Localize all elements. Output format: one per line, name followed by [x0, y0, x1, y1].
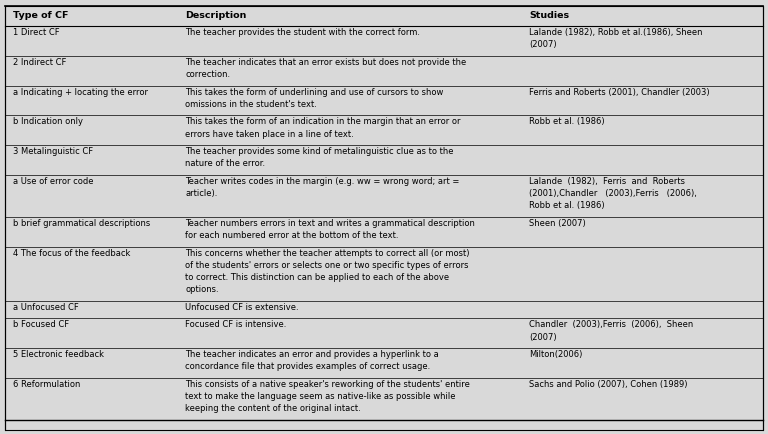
Text: (2007): (2007) [529, 40, 557, 49]
Text: b brief grammatical descriptions: b brief grammatical descriptions [13, 219, 150, 228]
Text: The teacher provides some kind of metalinguistic clue as to the: The teacher provides some kind of metali… [185, 147, 454, 156]
Text: of the students' errors or selects one or two specific types of errors: of the students' errors or selects one o… [185, 261, 468, 270]
Text: to correct. This distinction can be applied to each of the above: to correct. This distinction can be appl… [185, 273, 449, 282]
Text: This concerns whether the teacher attempts to correct all (or most): This concerns whether the teacher attemp… [185, 249, 469, 258]
Text: Studies: Studies [529, 11, 570, 20]
Text: Lalande (1982), Robb et al.(1986), Sheen: Lalande (1982), Robb et al.(1986), Sheen [529, 28, 703, 37]
Text: 6 Reformulation: 6 Reformulation [13, 380, 80, 389]
Text: The teacher provides the student with the correct form.: The teacher provides the student with th… [185, 28, 420, 37]
Text: 4 The focus of the feedback: 4 The focus of the feedback [13, 249, 131, 258]
Text: Sheen (2007): Sheen (2007) [529, 219, 586, 228]
Text: 1 Direct CF: 1 Direct CF [13, 28, 59, 37]
Text: errors have taken place in a line of text.: errors have taken place in a line of tex… [185, 130, 354, 138]
Text: nature of the error.: nature of the error. [185, 159, 265, 168]
Text: b Focused CF: b Focused CF [13, 320, 69, 329]
Text: Teacher writes codes in the margin (e.g. ww = wrong word; art =: Teacher writes codes in the margin (e.g.… [185, 177, 459, 186]
Text: text to make the language seem as native-like as possible while: text to make the language seem as native… [185, 392, 455, 401]
Text: omissions in the student's text.: omissions in the student's text. [185, 100, 317, 109]
Text: a Use of error code: a Use of error code [13, 177, 94, 186]
Text: Ferris and Roberts (2001), Chandler (2003): Ferris and Roberts (2001), Chandler (200… [529, 88, 710, 97]
Text: This takes the form of an indication in the margin that an error or: This takes the form of an indication in … [185, 118, 461, 126]
Text: Robb et al. (1986): Robb et al. (1986) [529, 201, 605, 210]
Text: a Indicating + locating the error: a Indicating + locating the error [13, 88, 148, 97]
Text: Milton(2006): Milton(2006) [529, 350, 583, 359]
Text: correction.: correction. [185, 70, 230, 79]
Text: Robb et al. (1986): Robb et al. (1986) [529, 118, 605, 126]
Text: keeping the content of the original intact.: keeping the content of the original inta… [185, 404, 361, 413]
Text: Teacher numbers errors in text and writes a grammatical description: Teacher numbers errors in text and write… [185, 219, 475, 228]
Text: Focused CF is intensive.: Focused CF is intensive. [185, 320, 286, 329]
Text: Description: Description [185, 11, 247, 20]
Text: Sachs and Polio (2007), Cohen (1989): Sachs and Polio (2007), Cohen (1989) [529, 380, 688, 389]
Text: options.: options. [185, 285, 219, 294]
Text: This consists of a native speaker's reworking of the students' entire: This consists of a native speaker's rewo… [185, 380, 470, 389]
Text: a Unfocused CF: a Unfocused CF [13, 303, 78, 312]
Text: concordance file that provides examples of correct usage.: concordance file that provides examples … [185, 362, 430, 372]
Text: This takes the form of underlining and use of cursors to show: This takes the form of underlining and u… [185, 88, 443, 97]
Text: (2007): (2007) [529, 332, 557, 342]
Text: (2001),Chandler   (2003),Ferris   (2006),: (2001),Chandler (2003),Ferris (2006), [529, 189, 697, 198]
Text: 2 Indirect CF: 2 Indirect CF [13, 58, 66, 67]
Text: 5 Electronic feedback: 5 Electronic feedback [13, 350, 104, 359]
Text: b Indication only: b Indication only [13, 118, 83, 126]
Text: 3 Metalinguistic CF: 3 Metalinguistic CF [13, 147, 93, 156]
Text: for each numbered error at the bottom of the text.: for each numbered error at the bottom of… [185, 231, 399, 240]
Text: Chandler  (2003),Ferris  (2006),  Sheen: Chandler (2003),Ferris (2006), Sheen [529, 320, 694, 329]
Text: article).: article). [185, 189, 217, 198]
Text: Type of CF: Type of CF [13, 11, 68, 20]
Text: Unfocused CF is extensive.: Unfocused CF is extensive. [185, 303, 299, 312]
Text: The teacher indicates that an error exists but does not provide the: The teacher indicates that an error exis… [185, 58, 466, 67]
Text: The teacher indicates an error and provides a hyperlink to a: The teacher indicates an error and provi… [185, 350, 439, 359]
Text: Lalande  (1982),  Ferris  and  Roberts: Lalande (1982), Ferris and Roberts [529, 177, 685, 186]
